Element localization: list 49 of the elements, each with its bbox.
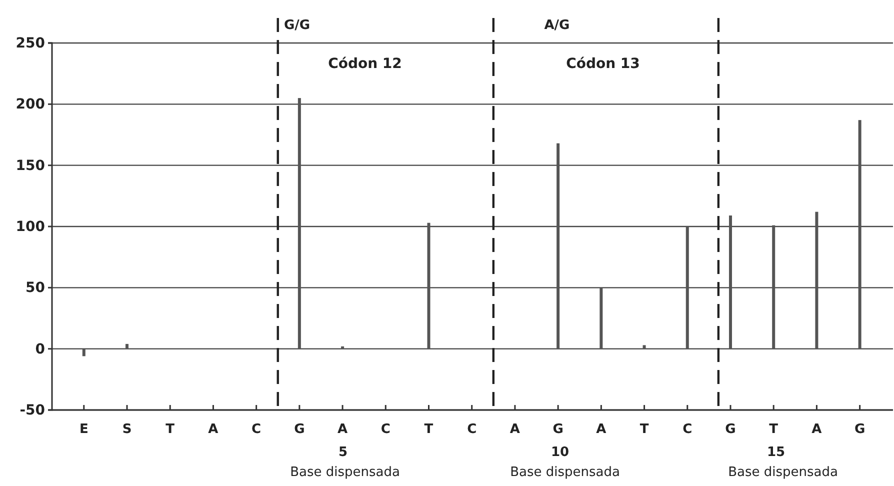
x-tick-label: C — [380, 422, 390, 438]
x-tick-label: G — [294, 422, 305, 438]
text: A/G — [544, 18, 570, 33]
y-tick-label: 250 — [16, 35, 46, 52]
x-tick-label: G — [552, 422, 564, 438]
text: Base dispensada — [510, 465, 620, 480]
x-tick-label: S — [122, 422, 132, 438]
bar — [600, 288, 603, 349]
bar — [815, 212, 818, 349]
x-tick-label: T — [166, 422, 175, 438]
x-tick-label: C — [682, 422, 692, 438]
x-tick-label: A — [596, 422, 606, 438]
x-tick-label: A — [338, 422, 348, 438]
x-tick-label: A — [812, 422, 822, 438]
y-tick-label: 0 — [35, 341, 46, 358]
bar — [858, 120, 862, 349]
bar — [427, 222, 430, 349]
bar — [298, 98, 301, 349]
bar — [556, 143, 560, 349]
text: G/G — [284, 18, 310, 33]
y-tick-label: 50 — [26, 280, 46, 296]
x-tick-label: A — [208, 422, 218, 438]
text: 5 — [338, 445, 348, 460]
x-tick-label: A — [510, 422, 520, 438]
y-tick-label: 150 — [16, 158, 46, 174]
x-tick-label: G — [854, 422, 866, 438]
y-tick-label: 200 — [16, 96, 46, 113]
x-tick-label: G — [725, 422, 736, 438]
bar — [341, 346, 344, 349]
x-tick-label: T — [640, 422, 649, 438]
x-tick-label: C — [467, 422, 477, 438]
bar — [772, 225, 776, 349]
x-tick-label: T — [424, 422, 434, 438]
bar — [728, 215, 732, 349]
text: Base dispensada — [290, 465, 400, 480]
y-tick-label: 100 — [16, 218, 46, 235]
bar — [686, 226, 689, 349]
y-tick-label: -50 — [20, 402, 46, 418]
bar — [642, 345, 646, 349]
x-tick-label: T — [769, 422, 778, 438]
text: 15 — [766, 445, 786, 460]
x-tick-label: E — [79, 422, 88, 438]
text: 10 — [550, 445, 570, 460]
bar — [126, 344, 129, 349]
x-tick-label: C — [252, 422, 262, 438]
text: Base dispensada — [728, 465, 838, 480]
annotation: Códon 13 — [566, 56, 640, 72]
bar — [82, 348, 86, 356]
annotation: Códon 12 — [328, 56, 402, 72]
